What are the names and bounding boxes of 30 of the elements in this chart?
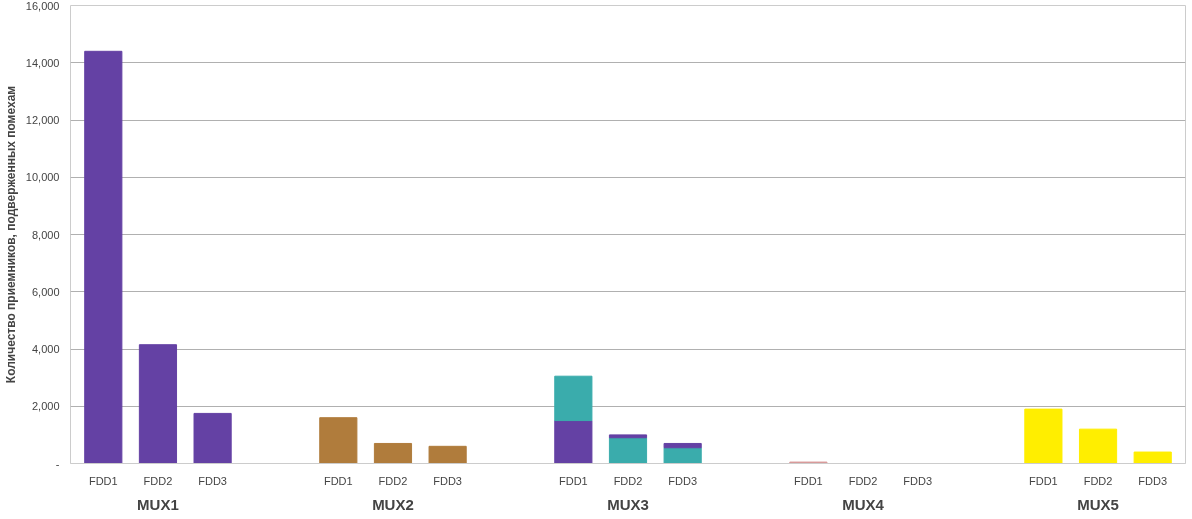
- x-tick-label: FDD3: [903, 474, 933, 487]
- text: MUX1: [137, 495, 179, 513]
- x-tick-label: FDD2: [378, 474, 408, 487]
- y-tick-label: 14,000: [25, 56, 60, 69]
- y-tick-label: 12,000: [25, 114, 60, 126]
- x-tick-label: FDD3: [1138, 474, 1168, 487]
- text: MUX2: [372, 495, 414, 513]
- x-tick-label: FDD3: [198, 474, 227, 487]
- y-tick-label: 10,000: [25, 171, 60, 184]
- y-tick-label: 8,000: [31, 228, 60, 241]
- text: MUX4: [842, 495, 885, 513]
- y-axis-title: Количество приемников, подверженных помехам: [3, 85, 18, 384]
- x-tick-label: FDD1: [323, 474, 353, 487]
- x-tick-label: FDD1: [794, 474, 823, 487]
- x-tick-label: FDD3: [433, 474, 462, 487]
- x-tick-label: FDD2: [613, 474, 643, 487]
- y-tick-label: 4,000: [31, 343, 60, 355]
- y-tick-label: 6,000: [31, 285, 60, 298]
- x-tick-label: FDD2: [1083, 474, 1113, 487]
- y-tick-label: 16,000: [25, 0, 60, 12]
- y-tick-label: -: [55, 457, 60, 470]
- text: MUX3: [607, 495, 649, 513]
- text: MUX5: [1077, 495, 1119, 513]
- x-tick-label: FDD1: [558, 474, 588, 487]
- x-tick-label: FDD2: [848, 474, 878, 487]
- y-tick-label: 2,000: [31, 400, 60, 413]
- x-tick-label: FDD1: [88, 474, 118, 487]
- x-tick-label: FDD1: [1029, 474, 1058, 487]
- x-tick-label: FDD2: [143, 474, 173, 487]
- x-tick-label: FDD3: [668, 474, 698, 487]
